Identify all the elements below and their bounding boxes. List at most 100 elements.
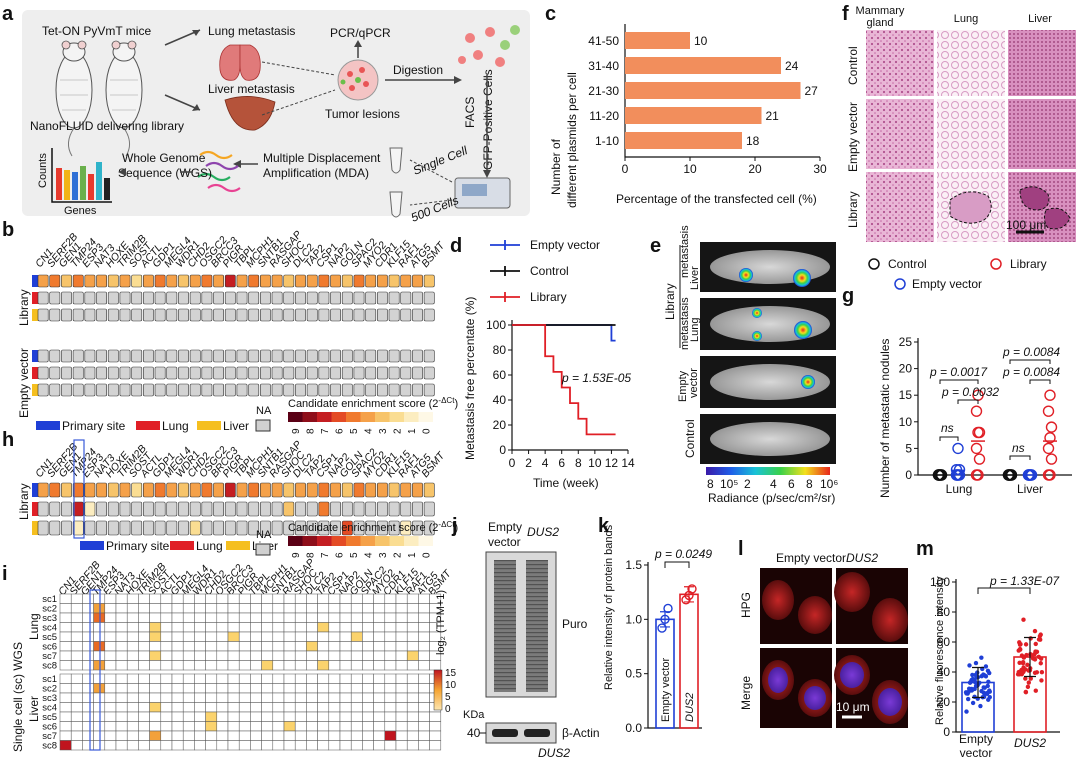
site-legend-h: Primary site Lung Liver NA [80,529,278,556]
heatmap-cell-i [227,622,240,633]
lung-met-label-1: Lung [689,318,701,342]
xlabel-c: Percentage of the transfected cell (%) [616,192,817,206]
heatmap-cell-i [205,721,218,732]
heatmap-cell-i [294,641,307,652]
heatmap-cell-i [406,711,419,722]
heatmap-cell-i [82,631,94,642]
heatmap-cell [283,274,295,288]
heatmap-cell [96,308,107,322]
heatmap-cell-i [216,660,229,671]
heatmap-cell-i [216,593,229,604]
heatmap-cell-i [126,631,139,642]
heatmap-cell [236,291,248,305]
heatmap-cell-i [362,660,374,671]
tick-label-d: 4 [542,456,549,470]
bracket-m [977,587,1031,594]
heatmap-cell-i [238,631,251,642]
heatmap-cell [306,291,318,305]
heatmap-cell-i [115,692,128,703]
heatmap-cell-i [328,702,341,713]
heatmap-cell [166,291,178,305]
heatmap-cell-i [272,721,285,732]
heatmap-cell-i [272,631,285,642]
heatmap-cell [365,383,377,397]
heatmap-cell-i [406,702,419,713]
data-point-m [986,679,991,685]
tick-label-c: 20 [748,162,762,176]
heatmap-cell-i [104,711,117,722]
tick-label-c: 41-50 [588,34,619,48]
panel-label-j: j [451,515,458,537]
heatmap-cell-i [82,673,94,684]
heatmap-cell-i [294,603,307,614]
data-point-m [1029,653,1035,658]
heatmap-cell-i [294,730,307,741]
heatmap-cell [259,520,271,536]
heatmap-cell [400,520,412,536]
heatmap-cell [353,482,365,498]
heatmap-cell-i [182,631,195,642]
heatmap-cell-i [182,740,195,751]
heatmap-cell-i [115,641,128,652]
heatmap-cell-i [59,683,72,694]
heatmap-cell-i [138,721,150,732]
heatmap-cell [178,274,189,288]
heatmap-cell-i [149,631,162,642]
legend-library-g: Library [1010,257,1047,271]
heatmap-cell-i [250,612,262,623]
heatmap-cell-i [272,730,285,741]
row-label-hpg: HPG [739,592,753,618]
heatmap-cell-i [126,603,139,614]
heatmap-cell-i [70,593,83,604]
heatmap-cell [61,520,72,536]
liver-label-i: Liver [27,696,41,722]
tick-label-m: 60 [937,635,951,649]
heatmap-cell-i [59,673,72,684]
site-legend-b: Primary site Lung Liver NA [36,405,272,433]
heatmap-cell-i [70,730,83,741]
heatmap-cell-i [227,721,240,732]
heatmap-cell-i [395,631,408,642]
heatmap-cell-i [82,721,94,732]
heatmap-cell [154,482,166,498]
gene-labels-b: CN1SERF2BGEN1TMP24ESP3NAT3HOXETRIM2BSOST… [33,229,448,271]
bracket-g [939,436,959,441]
heatmap-cell-i [59,603,72,614]
liver-organ-icon [224,96,276,131]
heatmap-cell-i [104,721,117,732]
score-swatch [288,412,303,422]
heatmap-cell [365,501,377,517]
heatmap-cell-i [306,622,318,633]
heatmap-cell [341,366,353,380]
tick-label-g: 0 [905,468,912,482]
heatmap-cell [306,366,318,380]
score-swatch [404,536,419,546]
heatmap-cell-i [384,593,397,604]
heatmap-cell-i [328,641,341,652]
heatmap-cell [365,291,377,305]
puro-label: Puro [562,617,588,631]
heatmap-cell [107,383,119,397]
heatmap-cell-i [115,683,128,694]
bracket-g [1009,359,1051,364]
heatmap-cell-i [328,612,341,623]
heatmap-cell [119,482,131,498]
radiance-label: Radiance (p/sec/cm²/sr) [708,491,835,505]
heatmap-cell-i [272,660,285,671]
heatmap-cell [236,274,248,288]
heatmap-cell-i [216,683,229,694]
heatmap-cell [388,501,400,517]
score-tick: 1 [407,428,418,434]
heatmap-cell-i [250,740,262,751]
tpm-tick: 5 [445,692,451,703]
heatmap-cell [259,366,271,380]
heatmap-cell-i [317,622,330,633]
data-point-m [973,680,978,685]
heatmap-cell-i [350,683,363,694]
tick-label-g: 20 [899,362,913,376]
heatmap-cell-i [160,612,173,623]
heatmap-cell-i [429,711,442,722]
heatmap-cell [318,349,330,363]
heatmap-cell-i [104,603,117,614]
